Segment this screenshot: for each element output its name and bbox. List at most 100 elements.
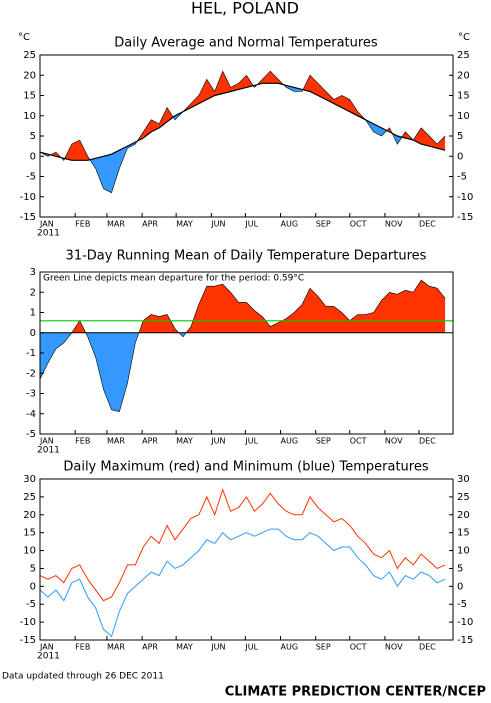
y-tick-label: 5 xyxy=(30,563,36,574)
y2-tick-label: 20 xyxy=(457,70,470,81)
y2-tick-label: -10 xyxy=(457,192,473,203)
above-normal-area xyxy=(40,71,446,161)
x-year-label: 2011 xyxy=(37,229,60,239)
y-tick-label: -1 xyxy=(26,348,36,359)
x-tick-label: JUN xyxy=(210,220,225,229)
x-tick-label: APR xyxy=(142,220,158,229)
x-tick-label: NOV xyxy=(385,437,403,446)
y-tick-label: 30 xyxy=(23,474,36,485)
x-tick-label: MAR xyxy=(107,643,125,652)
plot-frame xyxy=(39,478,454,641)
y2-tick-label: 15 xyxy=(457,91,470,102)
y-tick-label: -15 xyxy=(20,212,36,223)
y-tick-label: 20 xyxy=(23,510,36,521)
y-tick-label: 0 xyxy=(30,328,36,339)
y-tick-label: 15 xyxy=(23,91,36,102)
x-tick-label: SEP xyxy=(316,437,331,446)
y2-tick-label: 5 xyxy=(457,131,463,142)
y-tick-label: -3 xyxy=(26,389,36,400)
y2-tick-label: 30 xyxy=(457,474,470,485)
x-tick-label: JAN xyxy=(39,220,54,229)
departure-line xyxy=(39,279,446,413)
y2-tick-label: -5 xyxy=(457,172,467,183)
footer-note: Data updated through 26 DEC 2011 xyxy=(2,672,164,682)
y-tick-label: 10 xyxy=(23,111,36,122)
y-tick-label: 25 xyxy=(23,50,36,61)
footer-credit: CLIMATE PREDICTION CENTER/NCEP xyxy=(225,685,486,700)
y2-tick-label: 10 xyxy=(457,546,470,557)
annotation: Green Line depicts mean departure for th… xyxy=(43,274,304,284)
x-tick-label: MAY xyxy=(176,220,193,229)
x-year-label: 2011 xyxy=(37,446,60,456)
x-tick-label: APR xyxy=(142,437,158,446)
y2-tick-label: 25 xyxy=(457,50,470,61)
y-tick-label: -5 xyxy=(26,429,36,440)
y2-tick-label: -5 xyxy=(457,599,467,610)
x-tick-label: SEP xyxy=(316,643,331,652)
y-tick-label: 0 xyxy=(30,581,36,592)
y2-tick-label: 10 xyxy=(457,111,470,122)
y-tick-label: 20 xyxy=(23,70,36,81)
y2-tick-label: -15 xyxy=(457,635,473,646)
y-tick-label: -4 xyxy=(26,409,36,420)
y2-tick-label: 15 xyxy=(457,528,470,539)
temperature-line xyxy=(39,528,446,638)
negative-area xyxy=(40,332,446,412)
y-tick-label: -15 xyxy=(20,635,36,646)
y-tick-label: 3 xyxy=(30,267,36,278)
normal-line xyxy=(39,82,446,161)
y2-tick-label: 20 xyxy=(457,510,470,521)
chart-title: Daily Average and Normal Temperatures xyxy=(114,36,378,51)
x-tick-label: MAR xyxy=(107,437,125,446)
x-tick-label: JUL xyxy=(244,220,258,229)
y-tick-label: 25 xyxy=(23,492,36,503)
x-tick-label: DEC xyxy=(419,220,436,229)
x-tick-label: JAN xyxy=(39,643,54,652)
x-tick-label: JUN xyxy=(210,643,225,652)
x-tick-label: NOV xyxy=(385,220,403,229)
x-year-label: 2011 xyxy=(37,652,60,662)
x-tick-label: AUG xyxy=(281,643,299,652)
x-tick-label: AUG xyxy=(281,437,299,446)
below-normal-area xyxy=(40,83,446,193)
x-tick-label: MAY xyxy=(176,437,193,446)
y-tick-label: 0 xyxy=(30,151,36,162)
y-tick-label: -5 xyxy=(26,172,36,183)
x-tick-label: FEB xyxy=(75,220,90,229)
x-tick-label: JAN xyxy=(39,437,54,446)
x-tick-label: JUN xyxy=(210,437,225,446)
page-title: HEL, POLAND xyxy=(191,0,299,18)
y-tick-label: -5 xyxy=(26,599,36,610)
y-tick-label: 2 xyxy=(30,287,36,298)
y2-tick-label: 25 xyxy=(457,492,470,503)
x-tick-label: NOV xyxy=(385,643,403,652)
y-tick-label: 10 xyxy=(23,546,36,557)
y2-tick-label: 0 xyxy=(457,151,463,162)
x-tick-label: SEP xyxy=(316,220,331,229)
x-tick-label: OCT xyxy=(350,643,367,652)
y-tick-label: 5 xyxy=(30,131,36,142)
temperature-line xyxy=(39,488,446,602)
x-tick-label: OCT xyxy=(350,220,367,229)
x-tick-label: DEC xyxy=(419,643,436,652)
x-tick-label: OCT xyxy=(350,437,367,446)
y-unit: °C xyxy=(458,32,470,43)
chart-title: Daily Maximum (red) and Minimum (blue) T… xyxy=(63,460,428,475)
x-tick-label: FEB xyxy=(75,643,90,652)
y2-tick-label: -10 xyxy=(457,617,473,628)
chart-title: 31-Day Running Mean of Daily Temperature… xyxy=(66,249,427,264)
average-line xyxy=(39,70,446,194)
y2-tick-label: 0 xyxy=(457,581,463,592)
y-tick-label: 1 xyxy=(30,308,36,319)
x-tick-label: APR xyxy=(142,643,158,652)
y2-tick-label: 5 xyxy=(457,563,463,574)
y-tick-label: -10 xyxy=(20,617,36,628)
y-tick-label: -2 xyxy=(26,368,36,379)
x-tick-label: JUL xyxy=(244,643,258,652)
y-unit: °C xyxy=(18,32,30,43)
y-tick-label: 15 xyxy=(23,528,36,539)
y2-tick-label: -15 xyxy=(457,212,473,223)
x-tick-label: AUG xyxy=(281,220,299,229)
positive-area xyxy=(40,280,446,333)
